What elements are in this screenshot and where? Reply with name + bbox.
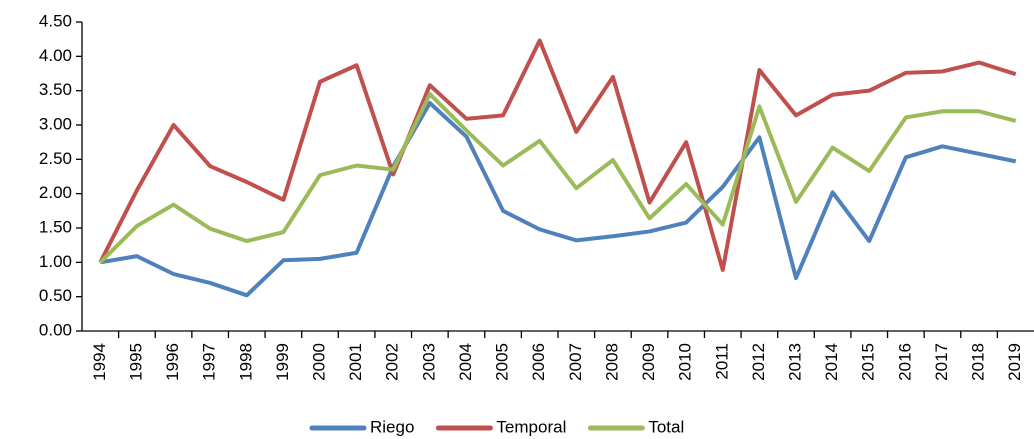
x-tick-label: 2002 [383,343,402,381]
y-tick-label: 3.50 [39,80,72,99]
x-tick-label: 2005 [493,343,512,381]
x-tick-label: 2012 [749,343,768,381]
x-tick-label: 2014 [822,343,841,381]
line-series [98,92,1017,264]
y-tick-label: 2.00 [39,183,72,202]
x-tick-label: 2008 [602,343,621,381]
x-tick-label: 2013 [785,343,804,381]
x-tick-label: 1996 [163,343,182,381]
x-tick-label: 1995 [126,343,145,381]
x-tick-label: 1998 [236,343,255,381]
x-tick-label: 2009 [639,343,658,381]
x-tick-label: 1997 [200,343,219,381]
line-series [99,101,1017,298]
x-tick-label: 2015 [859,343,878,381]
legend-label: Riego [370,417,414,436]
x-tick-label: 2003 [419,343,438,381]
y-tick-label: 1.00 [39,252,72,271]
x-tick-label: 2004 [456,343,475,381]
x-tick-label: 2007 [566,343,585,381]
line-series [98,38,1017,272]
x-tick-label: 2016 [895,343,914,381]
y-tick-label: 0.00 [39,320,72,339]
x-tick-label: 2006 [529,343,548,381]
x-tick-label: 1999 [273,343,292,381]
y-tick-label: 4.50 [39,11,72,30]
y-tick-label: 0.50 [39,286,72,305]
y-tick-label: 4.00 [39,46,72,65]
x-tick-label: 2017 [932,343,951,381]
y-tick-label: 1.50 [39,217,72,236]
legend-label: Temporal [496,417,566,436]
y-tick-label: 3.00 [39,114,72,133]
x-tick-label: 2011 [712,343,731,380]
x-tick-label: 2018 [969,343,988,381]
x-tick-label: 2010 [676,343,695,381]
x-tick-label: 1994 [90,343,109,381]
x-tick-label: 2019 [1005,343,1024,381]
x-tick-label: 2001 [346,343,365,381]
legend-label: Total [648,417,684,436]
x-tick-label: 2000 [309,343,328,381]
y-tick-label: 2.50 [39,149,72,168]
